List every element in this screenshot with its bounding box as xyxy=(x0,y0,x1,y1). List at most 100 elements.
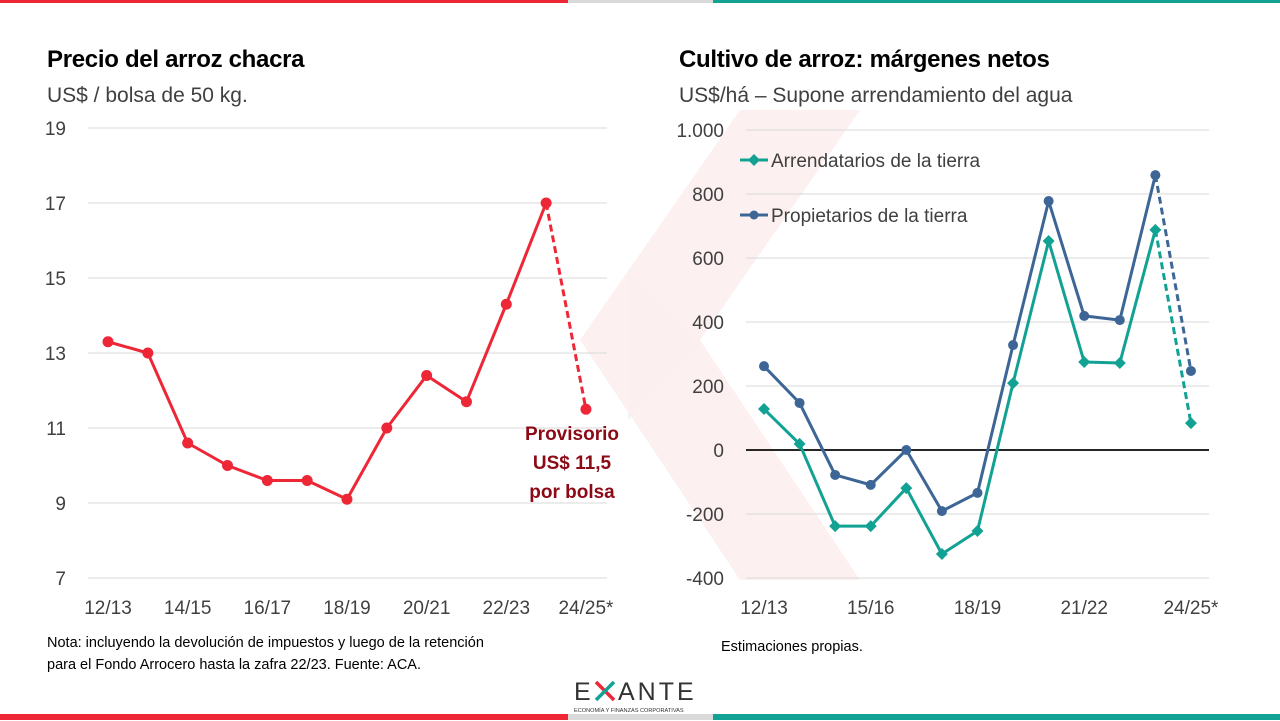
logo-e: E xyxy=(574,678,594,706)
x-tick-label: 14/15 xyxy=(164,598,212,619)
x-tick-label: 16/17 xyxy=(244,598,292,619)
data-point xyxy=(182,437,194,449)
y-tick-label: -400 xyxy=(686,569,724,590)
data-point xyxy=(341,493,353,505)
data-point xyxy=(1185,365,1196,376)
data-point xyxy=(793,437,806,450)
x-tick-label: 22/23 xyxy=(483,598,531,619)
left-chart-note: Nota: incluyendo la devolución de impues… xyxy=(47,632,484,676)
series-line-provisional xyxy=(1153,174,1193,372)
y-tick-label: 800 xyxy=(692,185,724,206)
legend-diamond-icon xyxy=(748,154,760,166)
data-point xyxy=(1078,356,1091,368)
data-point xyxy=(421,370,433,381)
series-line-provisional xyxy=(544,202,588,410)
series-line-provisional xyxy=(1153,229,1193,424)
data-point xyxy=(1149,223,1162,236)
data-point xyxy=(540,197,552,209)
x-tick-label: 12/13 xyxy=(84,598,132,619)
x-tick-label: 12/13 xyxy=(740,598,788,619)
x-tick-label: 15/16 xyxy=(847,598,895,619)
y-tick-label: 1.000 xyxy=(676,121,724,142)
legend-label: Arrendatarios de la tierra xyxy=(771,151,981,172)
data-point xyxy=(1184,417,1197,430)
data-point xyxy=(829,520,842,533)
data-point xyxy=(865,479,876,490)
data-point xyxy=(901,445,912,455)
data-point xyxy=(580,403,592,415)
y-tick-label: 17 xyxy=(45,194,66,215)
data-point xyxy=(972,487,983,498)
logo-ante: ANTE xyxy=(618,678,697,706)
y-tick-label: 7 xyxy=(55,569,66,590)
provisional-annotation-line: US$ 11,5 xyxy=(533,453,612,474)
left-note-line-1: Nota: incluyendo la devolución de impues… xyxy=(47,635,484,651)
y-tick-label: 600 xyxy=(692,249,724,270)
top-grey-bar xyxy=(568,0,713,3)
y-tick-label: 400 xyxy=(692,313,724,334)
logo-x-icon xyxy=(594,680,616,702)
data-point xyxy=(381,422,393,434)
data-point xyxy=(971,524,984,537)
y-tick-label: 0 xyxy=(713,441,724,462)
data-point xyxy=(794,397,805,408)
top-teal-bar xyxy=(713,0,1280,3)
data-point xyxy=(500,298,512,310)
top-red-bar xyxy=(0,0,568,3)
x-tick-label: 21/22 xyxy=(1060,598,1108,619)
bottom-teal-bar xyxy=(713,714,1280,720)
right-chart-title: Cultivo de arroz: márgenes netos xyxy=(679,46,1050,73)
x-tick-label: 18/19 xyxy=(954,598,1002,619)
y-tick-label: 13 xyxy=(45,344,66,365)
data-point xyxy=(864,520,877,533)
price-chart: 19 17 15 13 11 9 7 12/13 14/15 16/17 18/19 20/21 22/… xyxy=(45,119,619,619)
y-tick-label: 9 xyxy=(55,494,66,515)
x-tick-label: 20/21 xyxy=(403,598,451,619)
data-point xyxy=(221,460,233,471)
right-chart-subtitle: US$/há – Supone arrendamiento del agua xyxy=(679,84,1073,107)
data-point xyxy=(1042,235,1055,248)
series-line-propietarios-de-la-tierra xyxy=(762,174,1157,513)
data-point xyxy=(759,361,769,372)
legend-item: Propietarios de la tierra xyxy=(740,206,968,227)
exante-logo: E ANTE ECONOMÍA Y FINANZAS CORPORATIVAS xyxy=(572,676,708,716)
provisional-annotation-line: por bolsa xyxy=(529,482,615,503)
data-point xyxy=(301,475,313,486)
data-point xyxy=(102,336,114,348)
y-tick-label: 15 xyxy=(45,269,66,290)
provisional-annotation-line: Provisorio xyxy=(525,424,619,445)
data-point xyxy=(900,482,913,495)
series-line-precio xyxy=(107,202,548,501)
data-point xyxy=(1043,196,1054,207)
data-point xyxy=(1079,310,1090,321)
data-point xyxy=(460,396,472,408)
data-point xyxy=(1008,340,1019,351)
y-tick-label: 11 xyxy=(46,419,66,440)
data-point xyxy=(830,469,841,480)
data-point xyxy=(142,347,154,359)
left-chart-subtitle: US$ / bolsa de 50 kg. xyxy=(47,84,248,107)
left-chart-title: Precio del arroz chacra xyxy=(47,46,305,73)
data-point xyxy=(1150,170,1161,181)
data-point xyxy=(936,506,947,517)
left-note-line-2: para el Fondo Arrocero hasta la zafra 22… xyxy=(47,657,421,673)
data-point xyxy=(1113,356,1126,369)
data-point xyxy=(935,548,948,560)
legend-item: Arrendatarios de la tierra xyxy=(740,151,981,172)
y-tick-label: 19 xyxy=(45,119,66,140)
y-tick-label: 200 xyxy=(692,377,724,398)
legend-circle-icon xyxy=(749,210,759,220)
logo-tagline: ECONOMÍA Y FINANZAS CORPORATIVAS xyxy=(574,707,684,714)
data-point xyxy=(1114,315,1125,326)
data-point xyxy=(261,475,273,486)
bottom-red-bar xyxy=(0,714,568,720)
right-chart-note: Estimaciones propias. xyxy=(721,639,863,655)
x-tick-label: 24/25* xyxy=(558,598,614,619)
series-line-arrendatarios-de-la-tierra xyxy=(762,229,1157,556)
x-tick-label: 18/19 xyxy=(323,598,371,619)
y-tick-label: -200 xyxy=(686,505,724,526)
legend-label: Propietarios de la tierra xyxy=(771,206,968,227)
bottom-grey-bar xyxy=(568,714,713,720)
x-tick-label: 24/25* xyxy=(1163,598,1219,619)
